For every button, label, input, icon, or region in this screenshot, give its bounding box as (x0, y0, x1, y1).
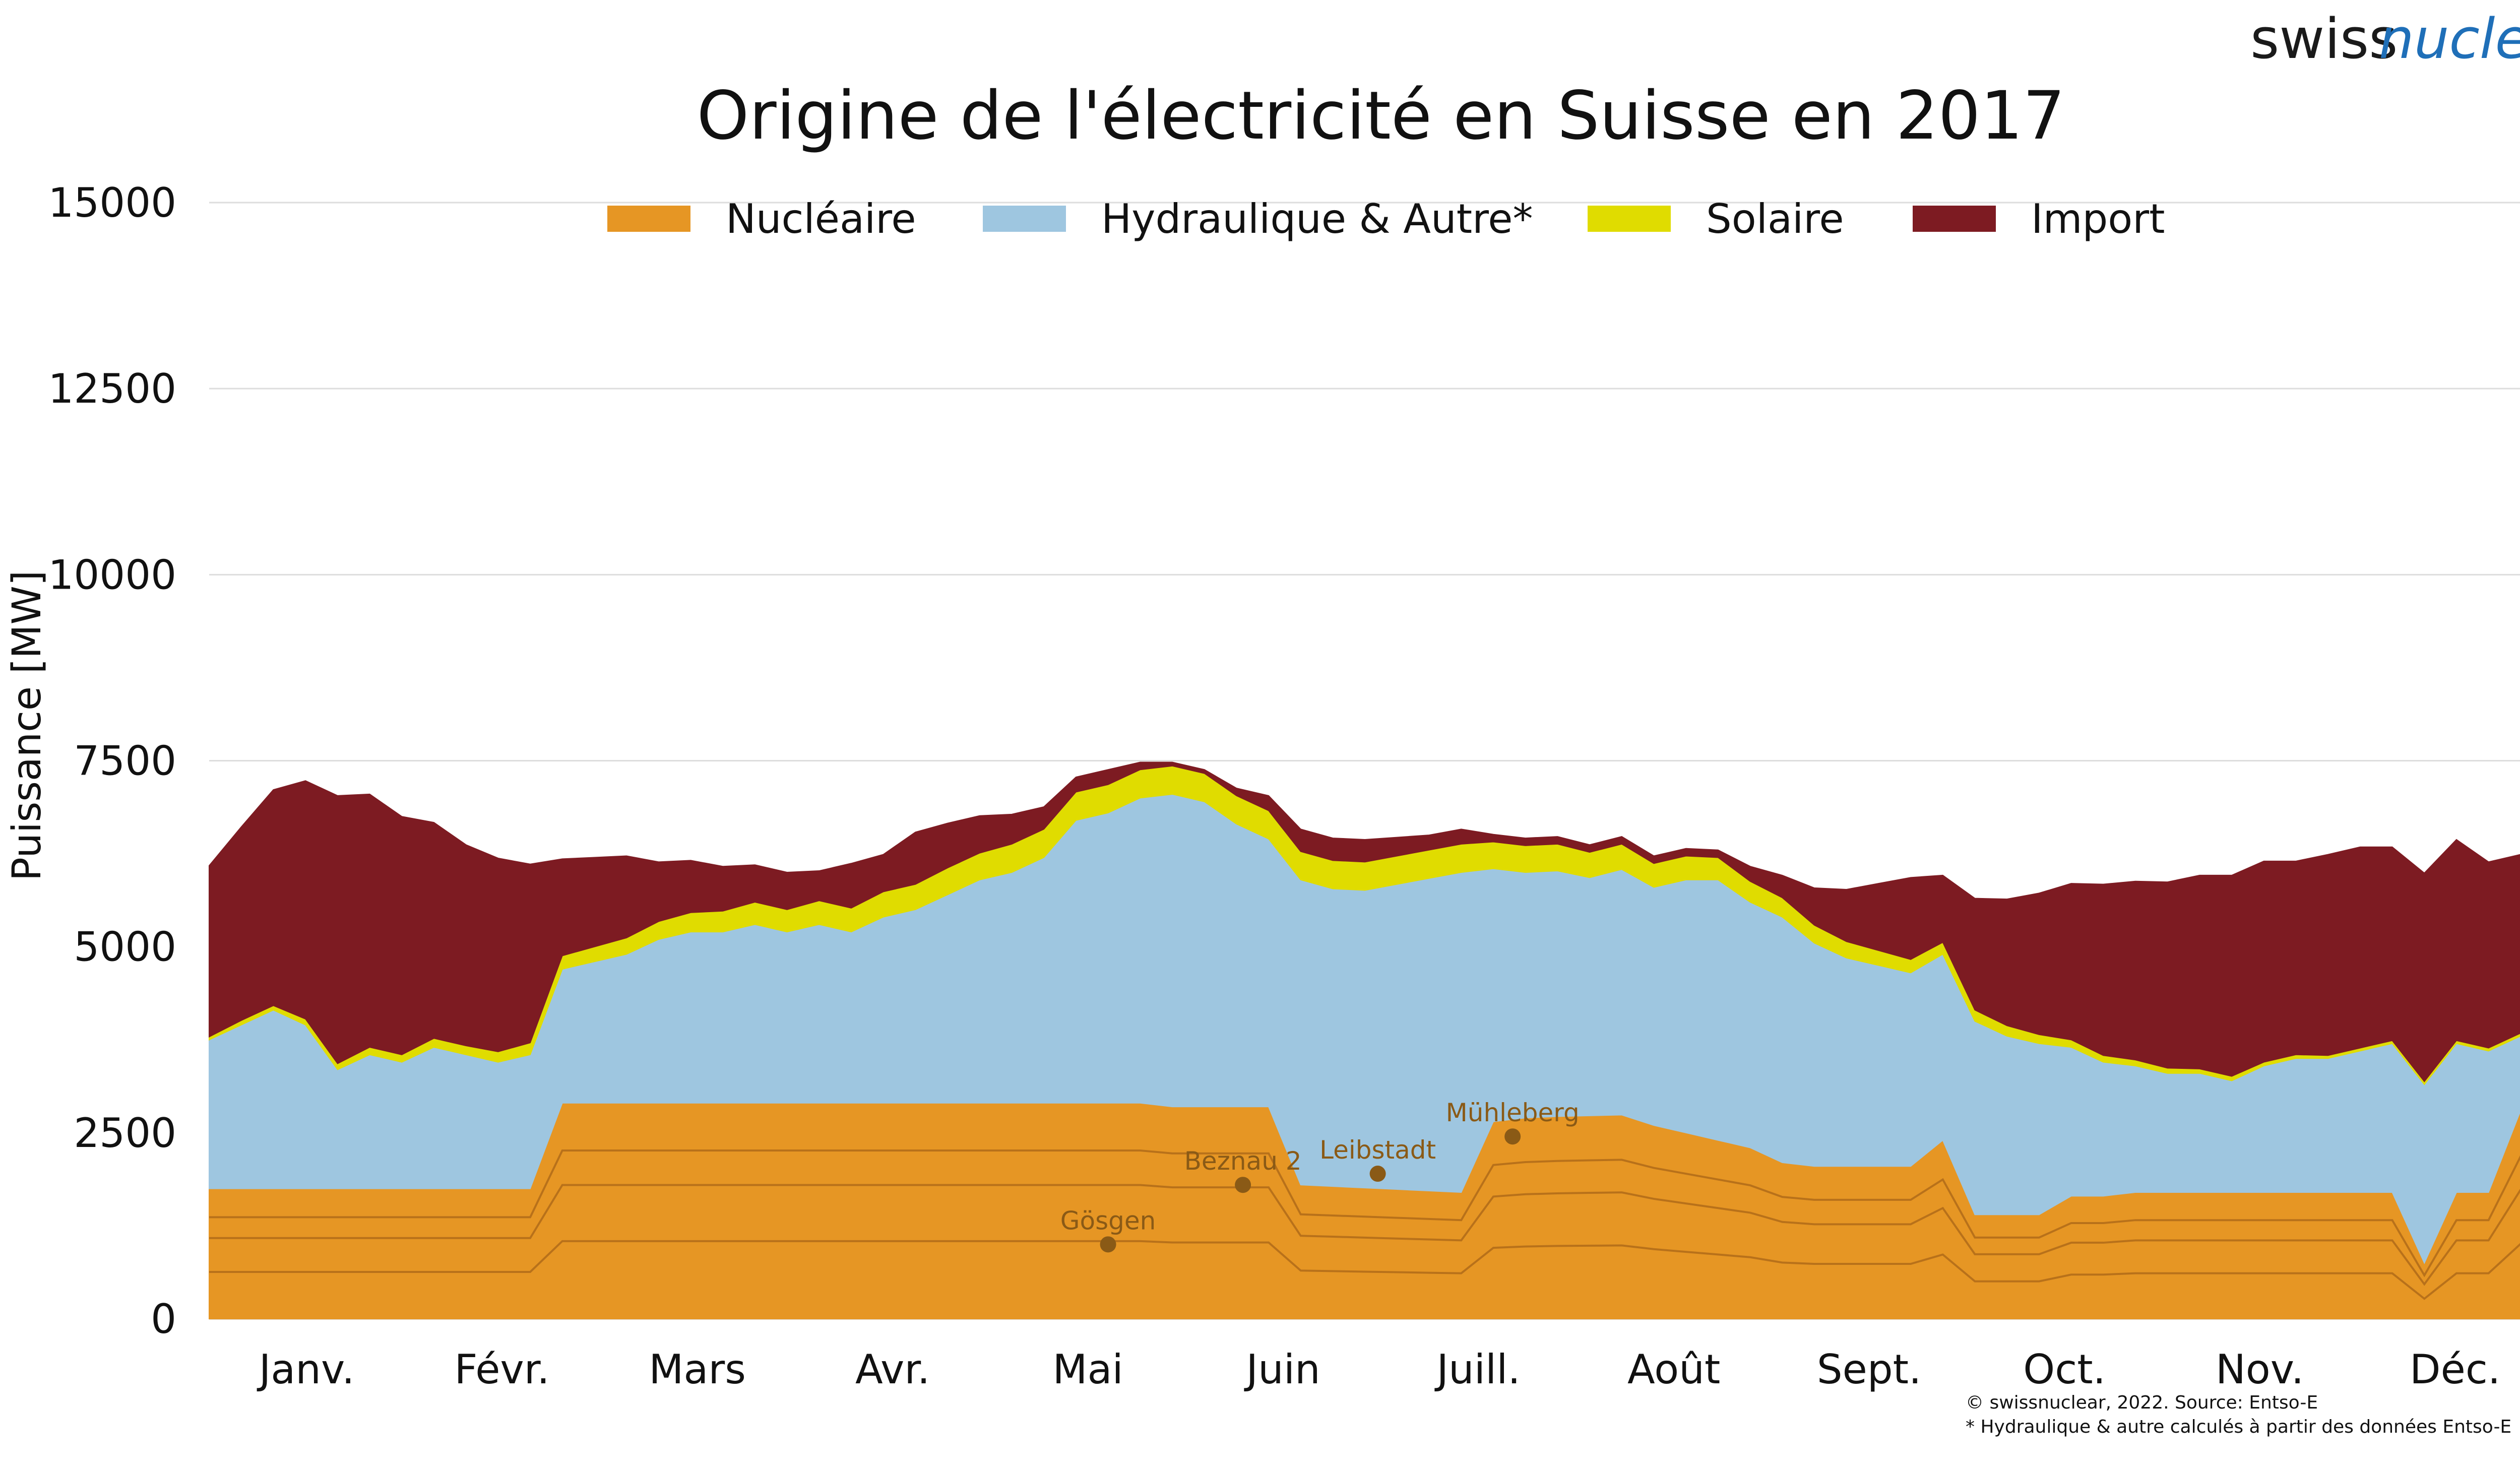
annotation-label: Gösgen (1060, 1206, 1156, 1235)
footnote: * Hydraulique & autre calculés à partir … (1966, 1417, 2511, 1437)
y-tick-label: 5000 (74, 924, 176, 971)
y-tick-label: 15000 (48, 179, 177, 226)
x-tick-label: Oct. (2023, 1346, 2106, 1393)
y-tick-label: 7500 (74, 738, 176, 785)
brand-part2: nuclear (2379, 7, 2520, 71)
copyright-note: © swissnuclear, 2022. Source: Entso-E (1966, 1392, 2318, 1413)
y-tick-label: 0 (151, 1296, 176, 1343)
annotations: Gösgen Beznau 2 Leibstadt Mühleberg (1060, 1098, 1580, 1253)
legend-label: Import (2031, 196, 2165, 242)
legend: Nucléaire Hydraulique & Autre* Solaire Impo… (607, 196, 2165, 242)
annotation-marker (1504, 1128, 1521, 1145)
x-tick-label: Déc. (2410, 1346, 2500, 1393)
annotation-marker (1235, 1177, 1251, 1193)
y-tick-labels: 0 2500 5000 7500 10000 12500 15000 (48, 179, 177, 1343)
plant-line (209, 1149, 2520, 1277)
plant-line (209, 1184, 2520, 1286)
x-tick-label: Mai (1053, 1346, 1123, 1393)
x-tick-label: Sept. (1817, 1346, 1922, 1393)
x-tick-label: Févr. (455, 1346, 550, 1393)
legend-label: Solaire (1706, 196, 1844, 242)
area-series (209, 761, 2520, 1319)
legend-swatch (983, 206, 1066, 232)
annotation-marker (1369, 1166, 1386, 1182)
y-tick-label: 2500 (74, 1110, 176, 1157)
x-tick-label: Mars (649, 1346, 746, 1393)
annotation-marker (1100, 1236, 1116, 1253)
legend-swatch (1588, 206, 1671, 232)
chart-title: Origine de l'électricité en Suisse en 20… (697, 77, 2065, 155)
legend-swatch (607, 206, 690, 232)
y-axis-label: Puissance [MW] (5, 570, 50, 881)
y-tick-label: 12500 (48, 365, 177, 412)
x-tick-labels: Janv. Févr. Mars Avr. Mai Juin Juill. Août Sept.… (257, 1346, 2501, 1393)
x-tick-label: Janv. (257, 1346, 355, 1393)
plant-lines (209, 1149, 2520, 1300)
legend-label: Nucléaire (726, 196, 916, 242)
area-import (209, 761, 2520, 1082)
brand-logo: swiss nuclear (2250, 7, 2520, 71)
annotation-label: Mühleberg (1446, 1098, 1580, 1127)
plant-line (209, 1240, 2520, 1300)
legend-swatch (1913, 206, 1996, 232)
annotation-label: Beznau 2 (1184, 1146, 1302, 1176)
x-tick-label: Avr. (855, 1346, 930, 1393)
x-tick-label: Juill. (1434, 1346, 1520, 1393)
x-tick-label: Août (1627, 1346, 1720, 1393)
y-tick-label: 10000 (48, 551, 177, 598)
brand-part1: swiss (2250, 7, 2398, 71)
x-tick-label: Nov. (2216, 1346, 2304, 1393)
annotation-label: Leibstadt (1319, 1135, 1436, 1165)
x-tick-label: Juin (1244, 1346, 1320, 1393)
legend-label: Hydraulique & Autre* (1101, 196, 1533, 242)
